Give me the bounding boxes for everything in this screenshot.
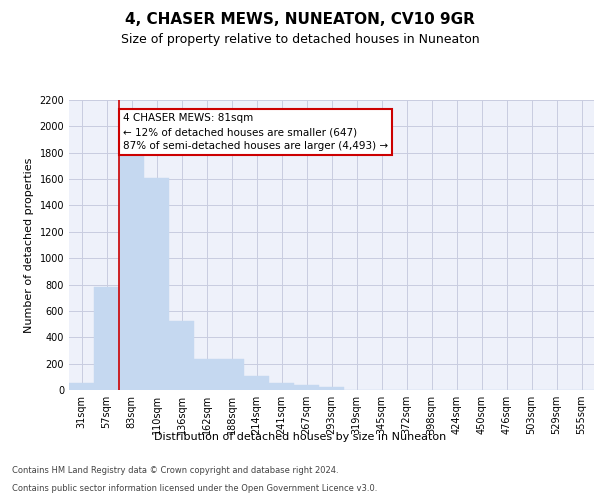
Text: 4, CHASER MEWS, NUNEATON, CV10 9GR: 4, CHASER MEWS, NUNEATON, CV10 9GR	[125, 12, 475, 28]
Text: Size of property relative to detached houses in Nuneaton: Size of property relative to detached ho…	[121, 32, 479, 46]
Bar	[119, 150, 144, 390]
Y-axis label: Number of detached properties: Number of detached properties	[24, 158, 34, 332]
Bar	[219, 359, 244, 390]
Text: 4 CHASER MEWS: 81sqm
← 12% of detached houses are smaller (647)
87% of semi-deta: 4 CHASER MEWS: 81sqm ← 12% of detached h…	[123, 113, 388, 151]
Bar	[294, 384, 319, 390]
Bar	[319, 388, 344, 390]
Bar	[144, 178, 169, 390]
Text: Contains public sector information licensed under the Open Government Licence v3: Contains public sector information licen…	[12, 484, 377, 493]
Bar	[269, 383, 294, 390]
Bar	[244, 376, 269, 390]
Bar	[169, 322, 194, 390]
Bar	[69, 384, 94, 390]
Text: Distribution of detached houses by size in Nuneaton: Distribution of detached houses by size …	[154, 432, 446, 442]
Bar	[194, 359, 219, 390]
Text: Contains HM Land Registry data © Crown copyright and database right 2024.: Contains HM Land Registry data © Crown c…	[12, 466, 338, 475]
Bar	[94, 287, 119, 390]
